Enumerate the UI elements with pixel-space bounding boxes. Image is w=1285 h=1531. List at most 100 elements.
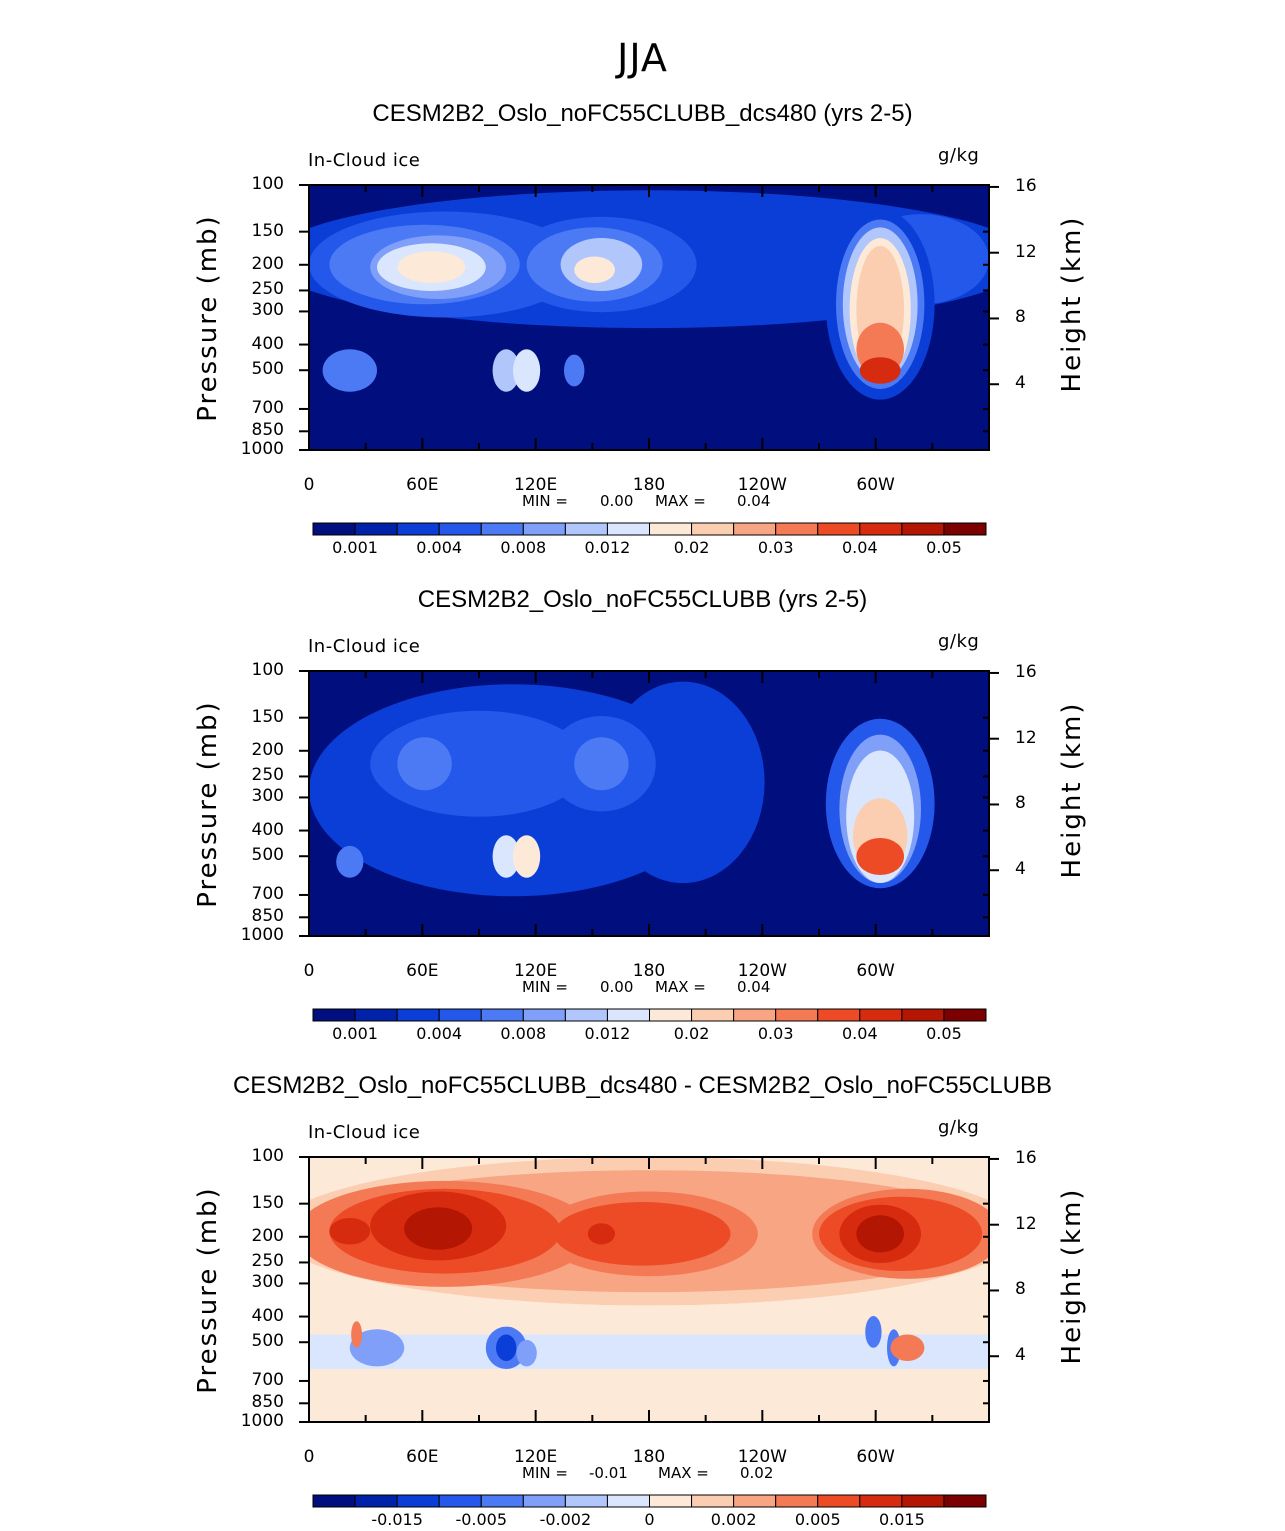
contour-region [587, 1223, 616, 1245]
y-tick-label: 700 [251, 883, 284, 904]
colorbar-swatch [564, 1494, 608, 1508]
contour-region [516, 1339, 537, 1367]
colorbar-label: 0 [644, 1510, 655, 1529]
colorbar [312, 1008, 987, 1022]
y-tick-label: 100 [251, 660, 284, 680]
colorbar-swatch [943, 522, 987, 536]
contour-region [553, 1202, 731, 1266]
right-tick-label: 8 [1015, 307, 1026, 328]
contour-region [397, 737, 452, 791]
colorbar-label: -0.015 [371, 1510, 423, 1529]
colorbar-label: 0.004 [416, 1024, 463, 1043]
contour-region [856, 837, 904, 876]
colorbar-swatch [438, 1494, 482, 1508]
colorbar-swatch [312, 1008, 356, 1022]
y-tick-label: 500 [251, 845, 284, 866]
colorbar-swatch [564, 522, 608, 536]
y-tick-label: 300 [251, 1272, 284, 1293]
y-tick-label: 150 [251, 220, 284, 241]
colorbar-swatch [522, 1494, 566, 1508]
y-axis-label: Pressure (mb) [193, 699, 223, 908]
colorbar-label: 0.05 [926, 1024, 962, 1043]
right-tick-label: 8 [1015, 1279, 1026, 1300]
colorbar-swatch [649, 1494, 693, 1508]
y-tick-label: 500 [251, 359, 284, 380]
colorbar-label: 0.005 [794, 1510, 841, 1529]
colorbar-swatch [817, 1494, 861, 1508]
y-axis-label: Pressure (mb) [193, 1185, 223, 1394]
colorbar-swatch [438, 522, 482, 536]
colorbar-swatch [733, 522, 777, 536]
y-tick-label: 400 [251, 333, 284, 354]
y-tick-label: 150 [251, 706, 284, 727]
y-axis-label-right: Height (km) [1057, 701, 1087, 878]
y-tick-label: 100 [251, 1146, 284, 1166]
x-tick-label: 120W [737, 961, 787, 981]
y-tick-label: 300 [251, 786, 284, 807]
colorbar-label: 0.008 [500, 538, 547, 557]
colorbar-swatch [354, 522, 398, 536]
contour-region [492, 835, 520, 878]
panel-3 [299, 1156, 999, 1423]
max-label: MAX = [655, 978, 706, 996]
colorbar-swatch [775, 1008, 819, 1022]
panel-2 [299, 670, 999, 937]
colorbar-label: -0.002 [539, 1510, 592, 1529]
contour-region [322, 349, 377, 392]
min-value: 0.00 [600, 978, 634, 996]
y-tick-label: 400 [251, 819, 284, 840]
colorbar-swatch [859, 1008, 903, 1022]
x-tick-label: 180 [632, 1447, 666, 1467]
x-tick-label: 120E [514, 961, 558, 981]
y-tick-label: 1000 [240, 1411, 284, 1431]
colorbar-label: 0.004 [416, 538, 463, 557]
min-label: MIN = [522, 978, 568, 996]
panel-title: CESM2B2_Oslo_noFC55CLUBB_dcs480 - CESM2B… [232, 1072, 1053, 1099]
x-tick-label: 0 [303, 1447, 315, 1467]
contour-region [601, 681, 765, 883]
colorbar-swatch [606, 522, 650, 536]
y-tick-label: 200 [251, 253, 284, 274]
colorbar-swatch [649, 522, 693, 536]
colorbar-swatch [859, 522, 903, 536]
contour-region [574, 256, 615, 284]
colorbar-swatch [691, 1494, 735, 1508]
contour-field [309, 1157, 989, 1370]
colorbar-label: 0.03 [757, 538, 794, 557]
colorbar-swatch [775, 1494, 819, 1508]
y-tick-label: 200 [251, 1225, 284, 1246]
colorbar-swatch [480, 1494, 524, 1508]
colorbar-label: 0.03 [757, 1024, 794, 1043]
contour-region [513, 835, 541, 878]
max-value: 0.04 [737, 978, 771, 996]
contour-region [865, 1316, 882, 1348]
variable-label: In-Cloud ice [308, 150, 421, 171]
colorbar-swatch [733, 1494, 777, 1508]
x-tick-label: 120W [737, 1447, 787, 1467]
x-tick-label: 120W [737, 475, 787, 495]
y-tick-label: 1000 [240, 439, 284, 459]
x-tick-label: 60E [406, 1447, 439, 1467]
y-tick-label: 500 [251, 1331, 284, 1352]
contour-region [336, 845, 364, 878]
x-tick-label: 60W [856, 961, 895, 981]
right-tick-label: 4 [1015, 1345, 1026, 1366]
colorbar-label: -0.005 [455, 1510, 508, 1529]
max-value: 0.04 [737, 492, 771, 510]
colorbar-swatch [606, 1494, 650, 1508]
colorbar-label: 0.008 [500, 1024, 547, 1043]
contour-region [496, 1334, 517, 1362]
colorbar-swatch [691, 522, 735, 536]
min-value: -0.01 [589, 1464, 628, 1482]
units-label: g/kg [938, 1117, 980, 1138]
min-label: MIN = [522, 492, 568, 510]
x-tick-label: 60E [406, 961, 439, 981]
colorbar-label: 0.001 [332, 538, 378, 557]
right-tick-label: 16 [1015, 661, 1037, 682]
colorbar-swatch [817, 1008, 861, 1022]
colorbar-swatch [859, 1494, 903, 1508]
variable-label: In-Cloud ice [308, 1122, 421, 1143]
colorbar-swatch [691, 1008, 735, 1022]
page-title: JJA [617, 36, 668, 80]
y-tick-label: 300 [251, 300, 284, 321]
